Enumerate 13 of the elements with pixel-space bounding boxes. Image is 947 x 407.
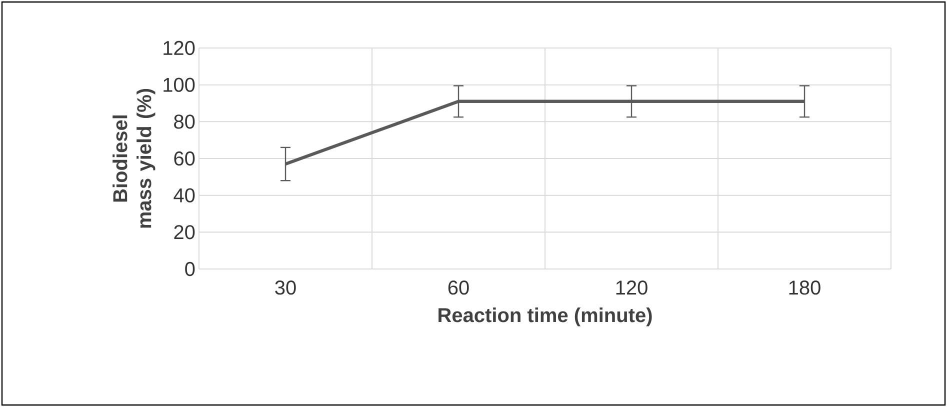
x-tick-label: 180 [789,280,820,295]
x-tick-label: 30 [275,280,296,295]
y-tick-label: 100 [164,78,195,92]
y-tick-label: 0 [185,262,195,276]
y-tick-label: 60 [174,151,195,166]
x-axis-title: Reaction time (minute) [438,308,652,326]
y-tick-label: 80 [174,114,195,129]
x-tick-label: 120 [616,280,648,295]
y-tick-label: 120 [164,40,195,56]
y-axis-title: Biodiesel mass yield (%) [112,88,156,228]
y-tick-label: 20 [174,225,195,240]
y-tick-label: 40 [174,188,195,202]
x-tick-label: 60 [448,280,469,295]
